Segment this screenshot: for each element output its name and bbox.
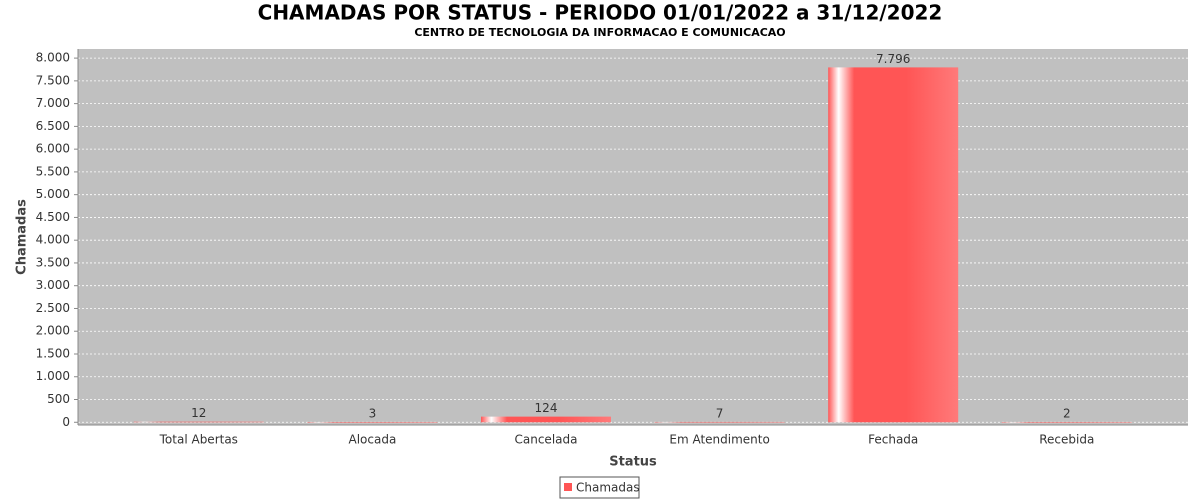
y-tick-label: 4.000 [36, 233, 70, 247]
y-tick-label: 4.500 [36, 210, 70, 224]
chart-subtitle: CENTRO DE TECNOLOGIA DA INFORMACAO E COM… [414, 26, 785, 39]
y-tick-label: 1.000 [36, 369, 70, 383]
bar [133, 421, 264, 423]
x-tick-label: Total Abertas [159, 433, 238, 447]
y-tick-label: 2.000 [36, 324, 70, 338]
y-tick-label: 3.500 [36, 255, 70, 269]
value-label: 3 [369, 407, 377, 421]
bar [828, 67, 959, 423]
value-label: 7.796 [876, 52, 910, 66]
y-tick-label: 6.000 [36, 142, 70, 156]
y-tick-label: 6.500 [36, 119, 70, 133]
x-tick-label: Em Atendimento [669, 433, 769, 447]
y-tick-label: 3.000 [36, 278, 70, 292]
y-tick-label: 7.000 [36, 96, 70, 110]
y-axis-title: Chamadas [15, 199, 30, 275]
x-axis-title: Status [609, 455, 657, 470]
x-tick-label: Cancelada [515, 433, 578, 447]
legend-label: Chamadas [576, 481, 640, 495]
value-label: 12 [191, 406, 206, 420]
y-tick-label: 1.500 [36, 346, 70, 360]
bar [481, 416, 611, 423]
y-tick-label: 500 [47, 392, 70, 406]
legend-swatch [564, 483, 572, 491]
y-tick-label: 8.000 [36, 51, 70, 65]
bar [1001, 422, 1132, 423]
plot-area [78, 49, 1188, 425]
y-tick-label: 5.000 [36, 187, 70, 201]
y-tick-label: 5.500 [36, 164, 70, 178]
value-label: 2 [1063, 407, 1071, 421]
value-label: 7 [716, 406, 724, 420]
bar [307, 422, 438, 423]
x-tick-label: Recebida [1039, 433, 1094, 447]
y-tick-label: 7.500 [36, 73, 70, 87]
y-tick-label: 0 [62, 415, 70, 429]
x-tick-label: Alocada [348, 433, 396, 447]
value-label: 124 [535, 401, 558, 415]
y-tick-label: 2.500 [36, 301, 70, 315]
bar [654, 421, 785, 423]
chart-title: CHAMADAS POR STATUS - PERIODO 01/01/2022… [258, 1, 943, 25]
legend-box [559, 476, 640, 499]
x-tick-label: Fechada [868, 433, 918, 447]
